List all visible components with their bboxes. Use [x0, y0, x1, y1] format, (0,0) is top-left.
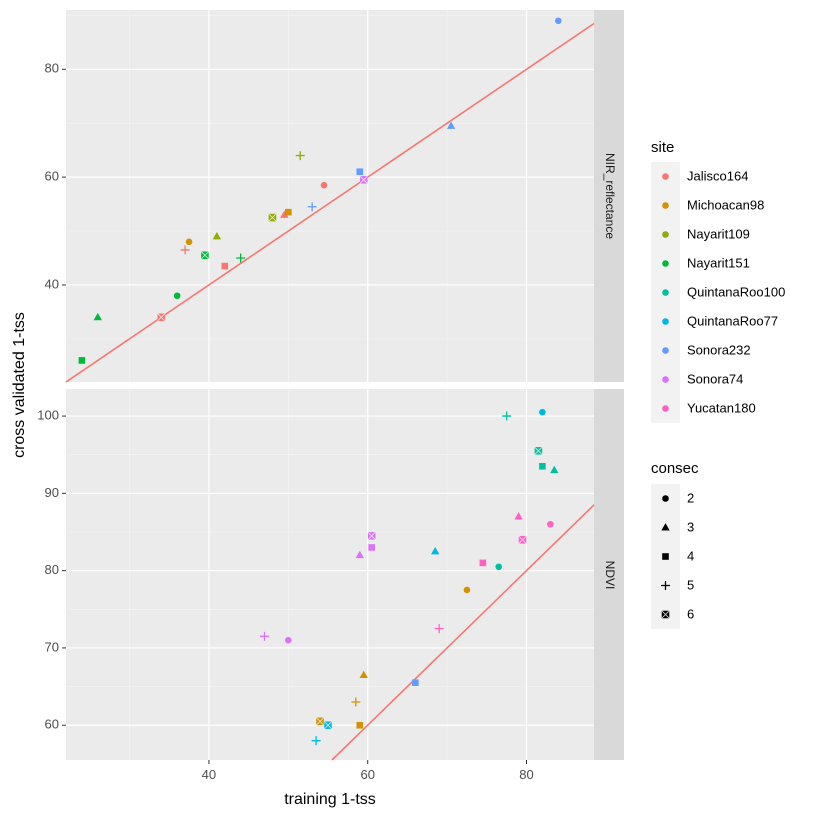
legend-site-label: Sonora232	[687, 342, 751, 357]
strip-ndvi-label: NDVI	[603, 561, 617, 590]
panel-ndvi-background	[66, 389, 594, 760]
y-tick-label: 90	[45, 485, 59, 500]
legend-consec-label: 2	[687, 490, 694, 505]
y-tick-label: 60	[45, 717, 59, 732]
y-tick-label: 100	[37, 407, 59, 422]
legend-site-label: QuintanaRoo77	[687, 313, 778, 328]
y-tick-label: 60	[45, 169, 59, 184]
legend-site-marker	[662, 260, 669, 267]
data-point	[359, 175, 368, 184]
data-point	[355, 550, 364, 559]
x-tick-label: 40	[202, 767, 216, 782]
legend-site-marker	[662, 347, 669, 354]
data-point	[259, 631, 269, 641]
data-point	[463, 586, 471, 594]
data-point	[479, 559, 487, 567]
data-point	[200, 251, 210, 260]
data-point	[180, 245, 190, 255]
data-point	[285, 636, 292, 644]
data-point	[368, 544, 375, 551]
data-point	[212, 232, 222, 240]
x-axis-title: training 1-tss	[284, 791, 376, 808]
y-tick-label: 70	[45, 639, 59, 654]
data-point	[323, 721, 333, 730]
legend-site-label: Nayarit109	[687, 226, 750, 241]
legend-site-label: Nayarit151	[687, 255, 750, 270]
legend-site-marker	[662, 173, 669, 180]
legend-consec-marker	[661, 523, 670, 531]
panel-nir-background	[66, 10, 594, 382]
legend-site-marker	[662, 376, 669, 383]
y-axis-title: cross validated 1-tss	[11, 312, 28, 458]
data-point	[539, 408, 546, 416]
x-tick-label: 80	[519, 767, 533, 782]
legend-site-label: QuintanaRoo100	[687, 284, 785, 299]
data-point	[285, 208, 292, 216]
strip-nir	[594, 10, 624, 382]
data-point	[434, 624, 444, 634]
data-point	[502, 411, 512, 421]
legend-consec-marker	[662, 553, 669, 560]
strip-nir-label: NIR_reflectance	[603, 153, 617, 239]
data-point	[221, 262, 229, 270]
data-point	[356, 168, 364, 176]
data-point	[93, 312, 102, 321]
legend-consec-label: 4	[687, 548, 694, 563]
data-point	[356, 721, 364, 729]
legend-site-marker	[662, 405, 669, 412]
data-point	[550, 465, 559, 474]
legend-site-label: Yucatan180	[687, 400, 756, 415]
data-point	[446, 121, 456, 129]
x-tick-label: 60	[360, 767, 374, 782]
data-point	[236, 253, 246, 263]
data-point	[78, 357, 86, 364]
data-point	[431, 546, 440, 555]
data-point	[315, 717, 325, 726]
data-point	[539, 462, 546, 470]
data-point	[307, 202, 317, 212]
data-point	[534, 446, 543, 455]
reference-line	[331, 504, 595, 761]
data-point	[495, 563, 503, 571]
strip-ndvi	[594, 389, 624, 760]
legend-consec-marker	[662, 495, 669, 502]
y-tick-label: 80	[45, 61, 59, 76]
data-point	[185, 238, 193, 246]
data-point	[359, 670, 368, 678]
y-tick-label: 80	[45, 562, 59, 577]
legend-consec-label: 3	[687, 519, 694, 534]
y-tick-label: 40	[45, 276, 59, 291]
legend-site-marker	[662, 318, 669, 325]
legend-site-label: Michoacan98	[687, 197, 764, 212]
legend-site-label: Jalisco164	[687, 168, 748, 183]
data-point	[367, 531, 376, 540]
data-point	[311, 736, 321, 746]
legend-consec-marker	[661, 610, 670, 619]
data-point	[554, 17, 562, 25]
legend-consec-label: 6	[687, 606, 694, 621]
legend-site-label: Sonora74	[687, 371, 743, 386]
legend-site-marker	[662, 289, 669, 296]
legend-site-title: site	[651, 139, 674, 156]
legend-site-marker	[662, 202, 669, 209]
data-point	[518, 535, 527, 544]
data-point	[173, 292, 181, 300]
data-point	[157, 313, 166, 322]
legend-consec-label: 5	[687, 577, 694, 592]
data-point	[412, 679, 419, 687]
data-point	[351, 697, 361, 707]
data-point	[547, 520, 554, 528]
legend-consec-marker	[661, 581, 670, 590]
legend-site-marker	[662, 231, 669, 238]
data-point	[268, 213, 277, 222]
data-point	[514, 512, 523, 520]
data-point	[320, 181, 328, 189]
data-point	[295, 151, 305, 161]
legend-consec-title: consec	[651, 460, 699, 477]
reference-line	[65, 22, 595, 383]
data-point	[280, 210, 289, 218]
